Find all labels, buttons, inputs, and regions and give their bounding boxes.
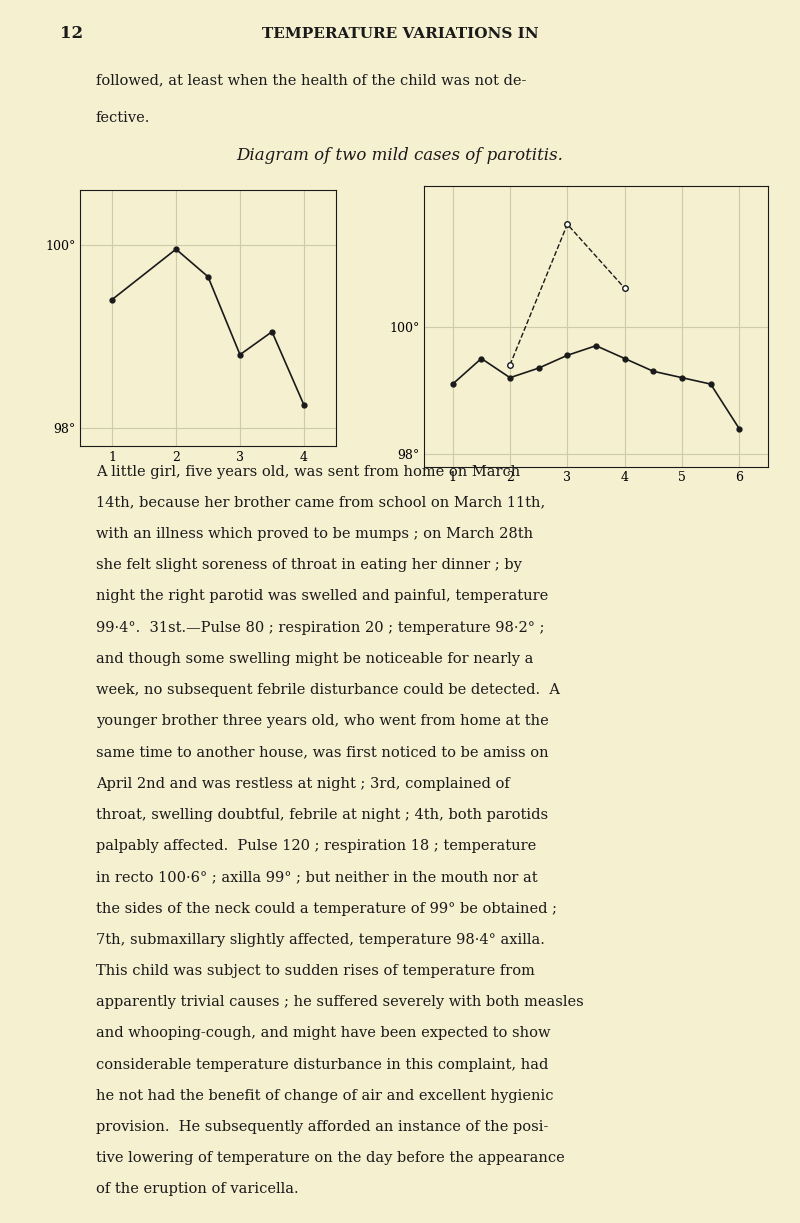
Text: he not had the benefit of change of air and excellent hygienic: he not had the benefit of change of air … — [96, 1088, 554, 1103]
Text: with an illness which proved to be mumps ; on March 28th: with an illness which proved to be mumps… — [96, 527, 533, 541]
Text: apparently trivial causes ; he suffered severely with both measles: apparently trivial causes ; he suffered … — [96, 996, 584, 1009]
Text: night the right parotid was swelled and painful, temperature: night the right parotid was swelled and … — [96, 589, 548, 603]
Text: in recto 100·6° ; axilla 99° ; but neither in the mouth nor at: in recto 100·6° ; axilla 99° ; but neith… — [96, 871, 538, 884]
Text: provision.  He subsequently afforded an instance of the posi-: provision. He subsequently afforded an i… — [96, 1120, 548, 1134]
Text: week, no subsequent febrile disturbance could be detected.  A: week, no subsequent febrile disturbance … — [96, 684, 560, 697]
Text: A little girl, five years old, was sent from home on March: A little girl, five years old, was sent … — [96, 465, 520, 478]
Text: 7th, submaxillary slightly affected, temperature 98·4° axilla.: 7th, submaxillary slightly affected, tem… — [96, 933, 545, 947]
Text: tive lowering of temperature on the day before the appearance: tive lowering of temperature on the day … — [96, 1151, 565, 1166]
Text: younger brother three years old, who went from home at the: younger brother three years old, who wen… — [96, 714, 549, 728]
Text: April 2nd and was restless at night ; 3rd, complained of: April 2nd and was restless at night ; 3r… — [96, 777, 510, 791]
Text: same time to another house, was first noticed to be amiss on: same time to another house, was first no… — [96, 746, 549, 759]
Text: 99·4°.  31st.—Pulse 80 ; respiration 20 ; temperature 98·2° ;: 99·4°. 31st.—Pulse 80 ; respiration 20 ;… — [96, 620, 545, 635]
Text: palpably affected.  Pulse 120 ; respiration 18 ; temperature: palpably affected. Pulse 120 ; respirati… — [96, 839, 536, 854]
Text: followed, at least when the health of the child was not de-: followed, at least when the health of th… — [96, 73, 526, 87]
Text: throat, swelling doubtful, febrile at night ; 4th, both parotids: throat, swelling doubtful, febrile at ni… — [96, 808, 548, 822]
Text: This child was subject to sudden rises of temperature from: This child was subject to sudden rises o… — [96, 964, 535, 978]
Text: and whooping-cough, and might have been expected to show: and whooping-cough, and might have been … — [96, 1026, 550, 1041]
Text: considerable temperature disturbance in this complaint, had: considerable temperature disturbance in … — [96, 1058, 548, 1071]
Text: the sides of the neck could a temperature of 99° be obtained ;: the sides of the neck could a temperatur… — [96, 901, 557, 916]
Text: 14th, because her brother came from school on March 11th,: 14th, because her brother came from scho… — [96, 495, 546, 510]
Text: she felt slight soreness of throat in eating her dinner ; by: she felt slight soreness of throat in ea… — [96, 558, 522, 572]
Text: 12: 12 — [61, 26, 83, 42]
Text: TEMPERATURE VARIATIONS IN: TEMPERATURE VARIATIONS IN — [262, 27, 538, 40]
Text: Diagram of two mild cases of parotitis.: Diagram of two mild cases of parotitis. — [237, 148, 563, 164]
Text: fective.: fective. — [96, 111, 150, 125]
Text: and though some swelling might be noticeable for nearly a: and though some swelling might be notice… — [96, 652, 534, 665]
Text: of the eruption of varicella.: of the eruption of varicella. — [96, 1183, 298, 1196]
